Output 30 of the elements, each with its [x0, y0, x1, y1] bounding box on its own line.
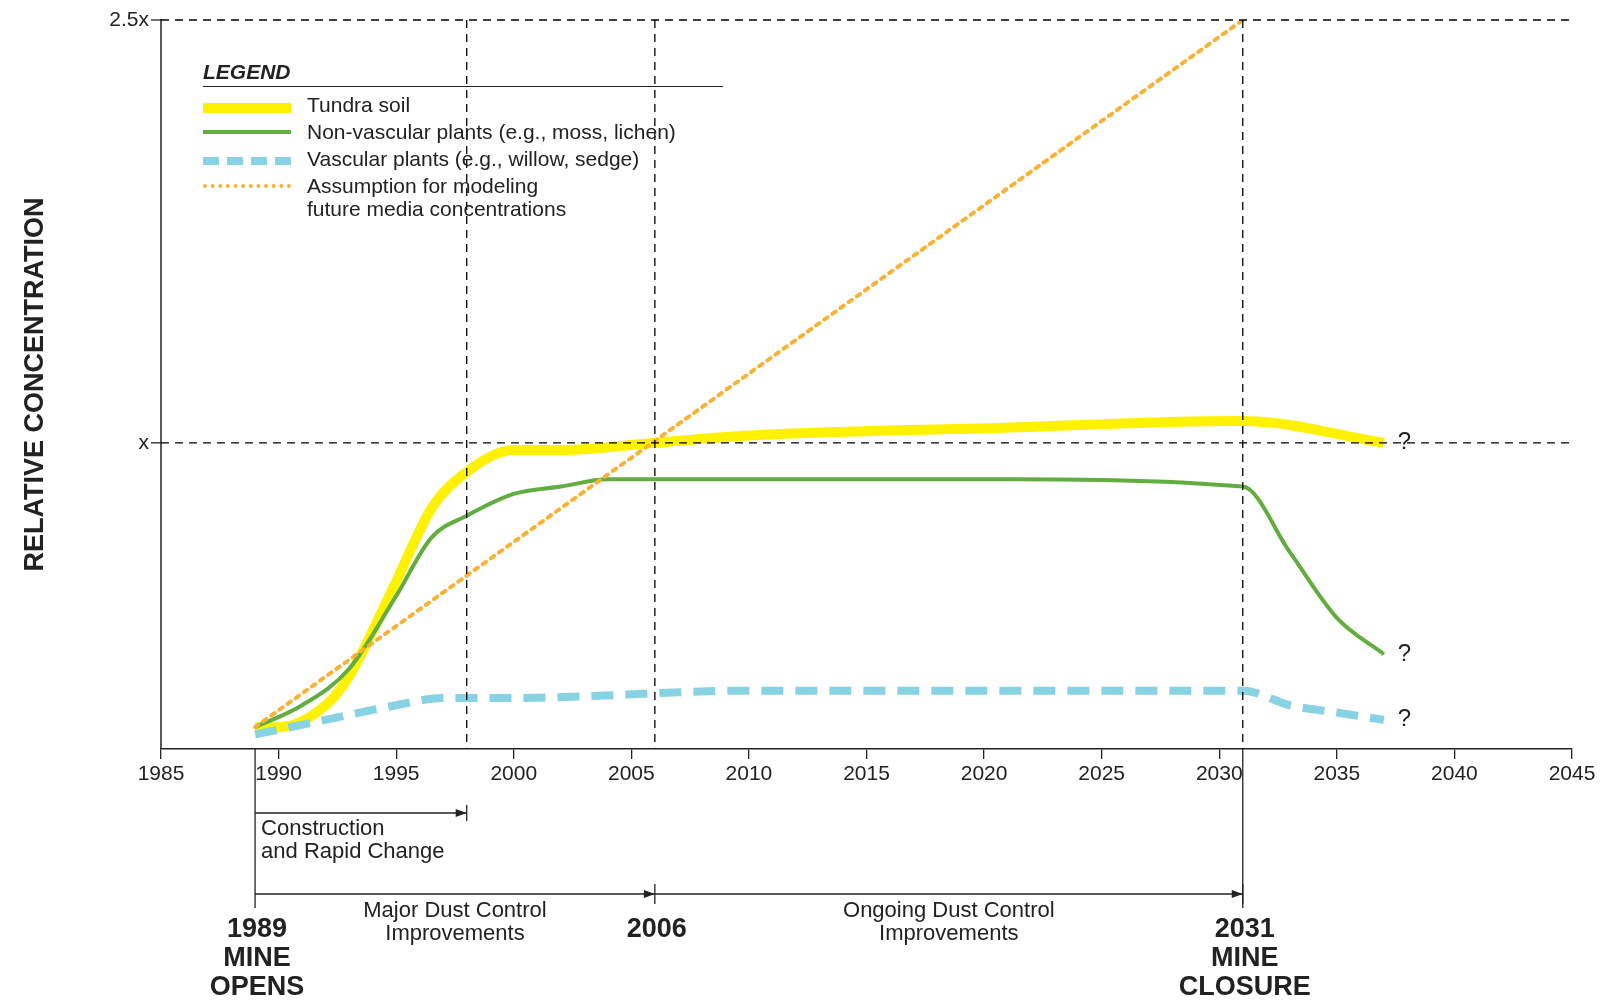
x-tick-label: 2045	[1548, 761, 1596, 785]
ref-line-label: 2.5x	[109, 6, 150, 30]
annotation: 1989 MINE OPENS	[209, 912, 305, 1001]
legend-label: Assumption for modeling future media concentrations	[307, 174, 567, 220]
y-axis-title: RELATIVE CONCENTRATION	[19, 197, 50, 572]
x-tick-label: 1995	[372, 761, 420, 785]
x-tick-label: 2040	[1431, 761, 1478, 785]
x-tick-label: 1985	[137, 761, 185, 785]
annotation: 2031 MINE CLOSURE	[1178, 912, 1311, 1001]
text: Ongoing Dust Control Improvements	[843, 897, 1055, 946]
x-tick-label: 2020	[960, 761, 1008, 785]
x-tick-label: 2000	[490, 761, 538, 785]
legend-label: Vascular plants (e.g., willow, sedge)	[307, 147, 640, 170]
x-tick-label: 2015	[843, 761, 890, 785]
annotation: ?	[1397, 427, 1412, 455]
x-tick-label: 2010	[725, 761, 773, 785]
x-tick-label: 2035	[1313, 761, 1361, 785]
x-tick-label: 2030	[1195, 761, 1243, 785]
legend-label: Tundra soil	[307, 93, 411, 116]
text: Major Dust Control Improvements	[363, 897, 547, 946]
annotation: ?	[1397, 638, 1412, 666]
legend-title: LEGEND	[203, 60, 723, 87]
legend-label: Non-vascular plants (e.g., moss, lichen)	[307, 120, 676, 143]
annotation: ?	[1397, 704, 1412, 732]
ref-line-label: x	[138, 429, 150, 453]
text: Construction and Rapid Change	[261, 815, 445, 864]
x-tick-label: 2005	[607, 761, 655, 785]
annotation: 2006	[626, 912, 687, 943]
x-tick-label: 2025	[1078, 761, 1126, 785]
x-tick-label: 1990	[255, 761, 302, 785]
